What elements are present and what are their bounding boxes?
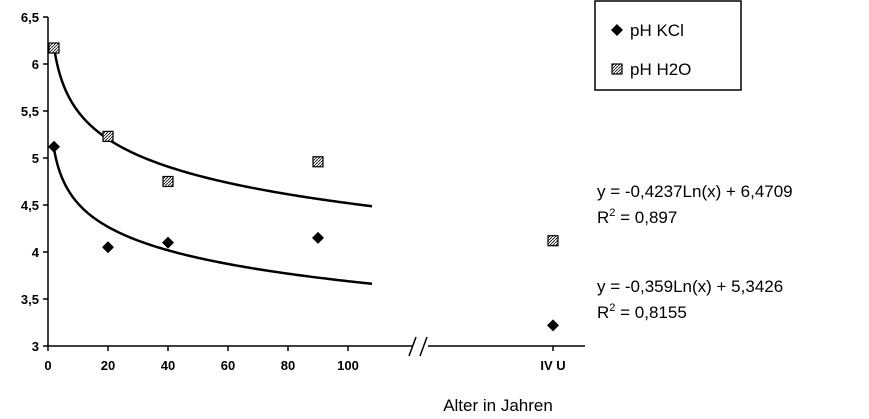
data-point-kcl xyxy=(162,236,174,249)
y-tick-label: 6 xyxy=(32,57,39,72)
y-tick-label: 3 xyxy=(32,339,39,354)
x-tick-label: 0 xyxy=(44,358,51,373)
data-point-kcl xyxy=(48,140,60,153)
x-ticks: 0 20 40 60 80 100 IV U xyxy=(44,346,566,373)
equation-h2o-r2: R2 = 0,897 xyxy=(597,207,677,227)
data-point-h2o xyxy=(312,156,324,168)
legend-h2o-marker xyxy=(611,63,623,75)
x-axis-title: Alter in Jahren xyxy=(443,396,553,415)
legend-box xyxy=(594,0,742,91)
data-point-h2o xyxy=(48,42,60,54)
plot-area xyxy=(47,17,585,357)
x-tick-label-category: IV U xyxy=(540,358,565,373)
data-point-kcl xyxy=(312,231,324,244)
data-point-kcl xyxy=(102,241,114,254)
x-tick-label: 80 xyxy=(281,358,295,373)
equation-h2o-formula: y = -0,4237Ln(x) + 6,4709 xyxy=(597,182,793,201)
data-point-h2o xyxy=(102,130,114,142)
data-points xyxy=(48,42,559,332)
y-tick-label: 6,5 xyxy=(21,10,39,25)
legend-kcl-marker xyxy=(611,24,623,36)
data-point-h2o xyxy=(162,175,174,188)
equation-kcl: y = -0,359Ln(x) + 5,3426 R2 = 0,8155 xyxy=(597,277,783,322)
axis-break-mark-2 xyxy=(419,336,428,357)
trendline-kcl xyxy=(52,148,373,286)
y-tick-label: 4 xyxy=(32,245,40,260)
legend-h2o-label: pH H2O xyxy=(630,60,691,79)
axis-break-mark-1 xyxy=(408,336,417,357)
equation-kcl-r2: R2 = 0,8155 xyxy=(597,302,687,322)
y-tick-label: 5 xyxy=(32,151,39,166)
x-tick-label: 40 xyxy=(161,358,175,373)
x-tick-label: 100 xyxy=(337,358,359,373)
trendlines xyxy=(52,47,373,286)
data-point-h2o-ivu xyxy=(547,235,559,247)
x-tick-label: 60 xyxy=(221,358,235,373)
equation-kcl-formula: y = -0,359Ln(x) + 5,3426 xyxy=(597,277,783,296)
legend-kcl-label: pH KCl xyxy=(630,21,684,40)
legend: pH KCl pH H2O xyxy=(594,0,742,91)
trendline-h2o xyxy=(52,47,373,208)
y-tick-label: 5,5 xyxy=(21,104,39,119)
data-point-kcl-ivu xyxy=(547,319,559,332)
y-tick-label: 4,5 xyxy=(21,198,39,213)
equation-h2o: y = -0,4237Ln(x) + 6,4709 R2 = 0,897 xyxy=(597,182,793,227)
y-ticks: 3 3,5 4 4,5 5 5,5 6 6,5 xyxy=(21,10,48,354)
y-tick-label: 3,5 xyxy=(21,292,39,307)
x-tick-label: 20 xyxy=(101,358,115,373)
